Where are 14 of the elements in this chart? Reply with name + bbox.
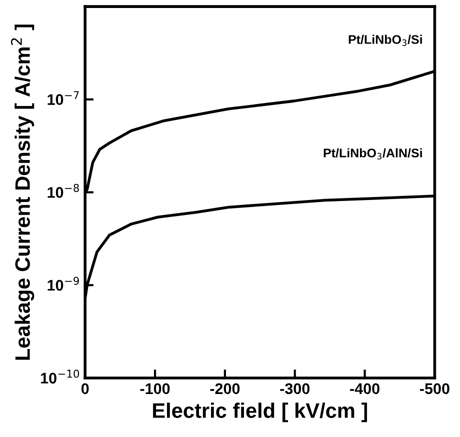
x-tick-label: -100 xyxy=(140,383,170,394)
x-tick-label: -300 xyxy=(280,383,310,394)
y-tick-label: 10$^{−10}$ xyxy=(41,370,80,384)
x-axis-title: Electric field [ kV/cm ] xyxy=(153,402,367,422)
x-tick-label: 0 xyxy=(81,383,89,394)
x-tick-label: -200 xyxy=(210,383,240,394)
y-tick-label: 10$^{−8}$ xyxy=(48,184,79,198)
y-tick-label: 10$^{−7}$ xyxy=(48,91,79,105)
text: Pt/LiNbO$_{3}$/Si xyxy=(348,34,422,46)
text: Pt/LiNbO$_{3}$/AlN/Si xyxy=(324,148,422,160)
y-axis-title: Leakage Current Density [ A/cm$^{2}$ ] xyxy=(10,24,34,360)
x-tick-label: -400 xyxy=(350,383,380,394)
x-tick-label: -500 xyxy=(420,383,450,394)
y-tick-label: 10$^{−9}$ xyxy=(48,276,79,291)
